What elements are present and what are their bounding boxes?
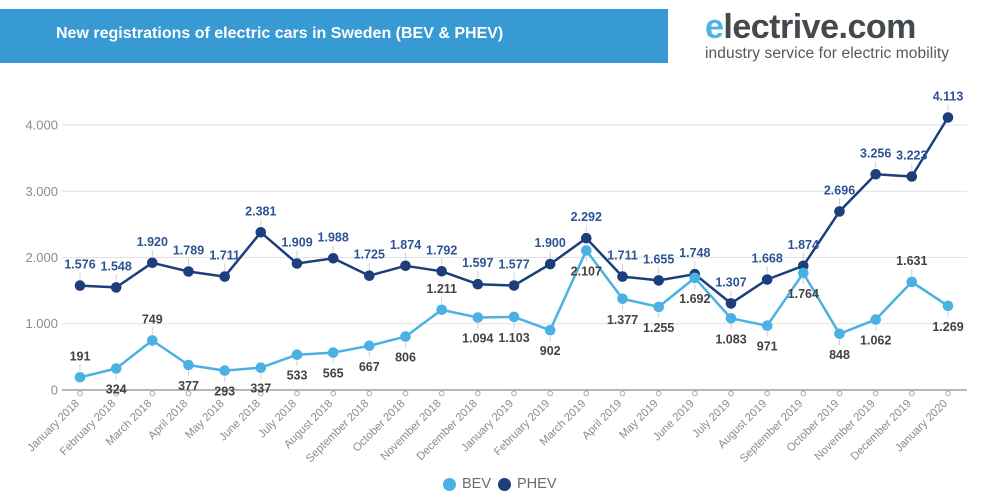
svg-text:2.107: 2.107 (571, 264, 602, 278)
svg-text:3.256: 3.256 (860, 146, 891, 160)
svg-text:324: 324 (106, 383, 127, 397)
svg-text:1.748: 1.748 (679, 246, 710, 260)
svg-text:749: 749 (142, 312, 163, 326)
svg-text:3.000: 3.000 (25, 184, 58, 199)
svg-text:293: 293 (214, 385, 235, 399)
svg-text:337: 337 (250, 382, 271, 396)
svg-text:1.211: 1.211 (426, 282, 457, 296)
svg-text:1.725: 1.725 (354, 248, 385, 262)
svg-text:1.094: 1.094 (462, 332, 493, 346)
svg-text:2.381: 2.381 (245, 204, 276, 218)
svg-text:1.597: 1.597 (462, 256, 493, 270)
svg-text:1.631: 1.631 (896, 254, 927, 268)
svg-text:1.269: 1.269 (932, 320, 963, 334)
svg-text:4.113: 4.113 (933, 90, 964, 104)
svg-text:1.668: 1.668 (752, 252, 783, 266)
svg-text:2.292: 2.292 (571, 210, 602, 224)
svg-text:1.103: 1.103 (498, 331, 529, 345)
svg-text:1.577: 1.577 (498, 258, 529, 272)
svg-text:1.988: 1.988 (318, 230, 349, 244)
svg-text:377: 377 (178, 379, 199, 393)
svg-text:1.655: 1.655 (643, 252, 674, 266)
svg-text:565: 565 (323, 367, 344, 381)
svg-text:April 2018: April 2018 (146, 398, 190, 442)
svg-text:2.000: 2.000 (25, 250, 58, 265)
svg-text:September 2018: September 2018 (304, 398, 372, 466)
svg-text:4.000: 4.000 (25, 118, 58, 133)
svg-text:533: 533 (287, 369, 308, 383)
svg-text:September 2019: September 2019 (738, 398, 806, 466)
svg-text:1.711: 1.711 (209, 249, 240, 263)
svg-text:1.062: 1.062 (860, 334, 891, 348)
svg-text:1.874: 1.874 (788, 238, 819, 252)
svg-text:1.377: 1.377 (607, 313, 638, 327)
svg-text:April 2019: April 2019 (580, 398, 624, 442)
svg-text:1.576: 1.576 (64, 258, 95, 272)
svg-text:3.223: 3.223 (896, 149, 927, 163)
svg-text:1.692: 1.692 (679, 292, 710, 306)
svg-text:1.874: 1.874 (390, 238, 421, 252)
svg-text:848: 848 (829, 348, 850, 362)
svg-text:1.789: 1.789 (173, 244, 204, 258)
svg-text:191: 191 (70, 349, 91, 363)
svg-text:1.900: 1.900 (535, 236, 566, 250)
svg-text:902: 902 (540, 344, 561, 358)
svg-text:1.792: 1.792 (426, 243, 457, 257)
svg-text:1.255: 1.255 (643, 321, 674, 335)
svg-text:806: 806 (395, 351, 416, 365)
svg-text:1.083: 1.083 (715, 332, 746, 346)
svg-text:1.764: 1.764 (788, 287, 819, 301)
svg-text:1.307: 1.307 (715, 275, 746, 289)
svg-text:0: 0 (51, 383, 58, 398)
svg-text:971: 971 (757, 340, 778, 354)
svg-text:1.000: 1.000 (25, 316, 58, 331)
svg-text:2.696: 2.696 (824, 183, 855, 197)
svg-text:1.909: 1.909 (281, 236, 312, 250)
svg-text:1.548: 1.548 (101, 259, 132, 273)
svg-text:1.920: 1.920 (137, 235, 168, 249)
svg-text:667: 667 (359, 360, 380, 374)
svg-text:1.711: 1.711 (607, 249, 638, 263)
